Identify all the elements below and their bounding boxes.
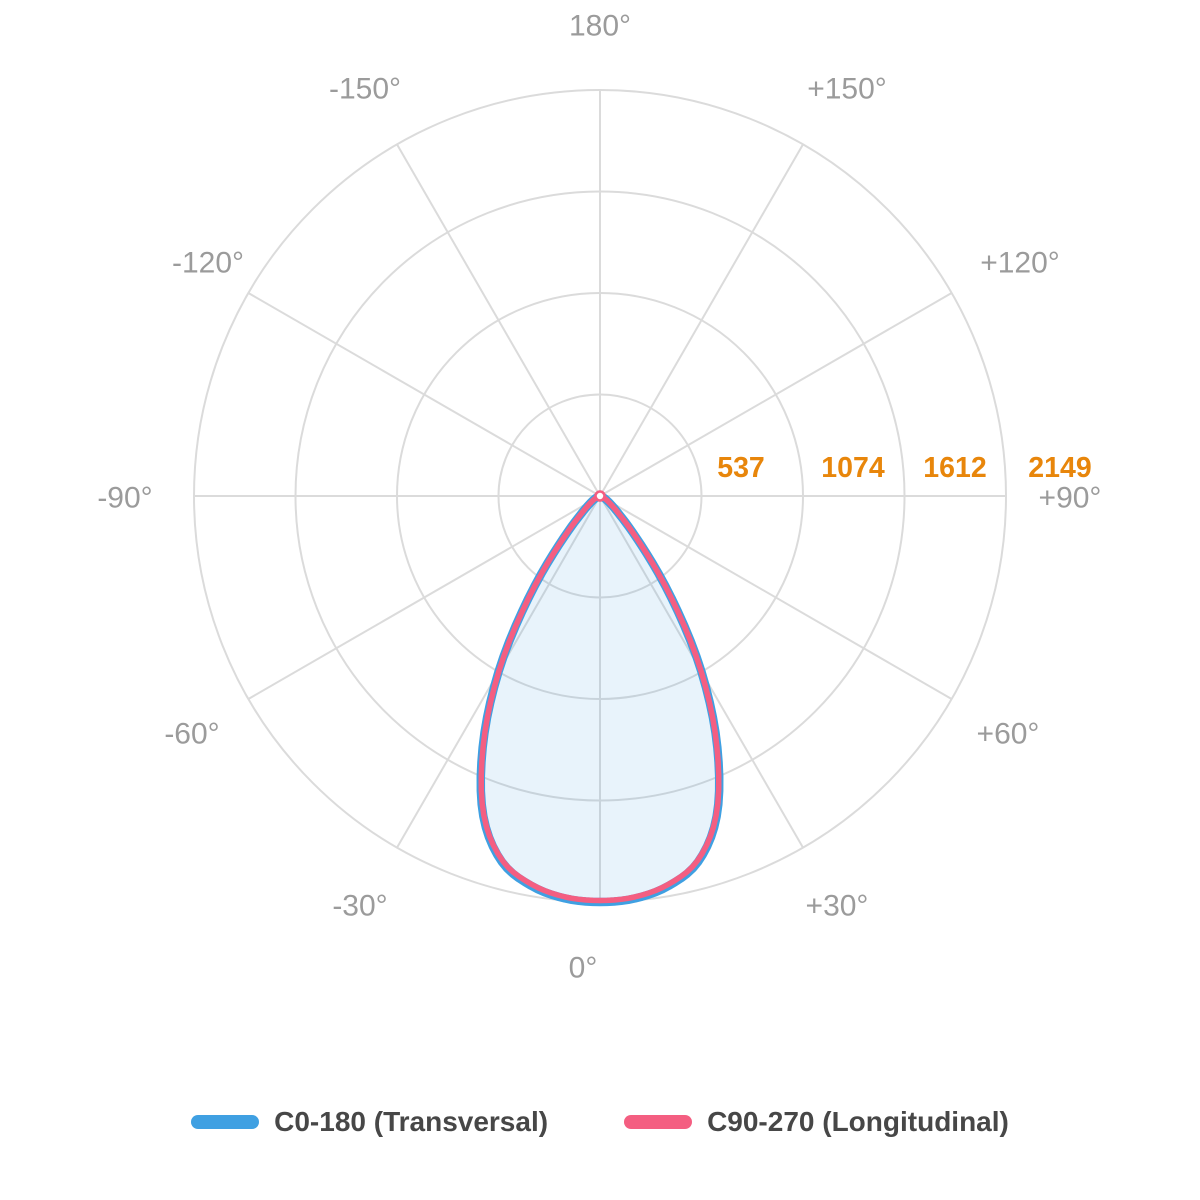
legend-label-c90-270: C90-270 (Longitudinal) xyxy=(707,1106,1009,1137)
angle-label-60: +60° xyxy=(977,718,1040,751)
radial-tick-label: 1612 xyxy=(923,452,986,484)
legend-swatch-c90-270-icon xyxy=(624,1115,693,1129)
grid-spoke xyxy=(396,143,601,497)
grid-spoke xyxy=(599,292,953,497)
angle-label-180: 180° xyxy=(569,10,631,43)
grid-spoke xyxy=(599,495,953,700)
polar-chart: 537 1074 1612 2149 180° -150° +150° -120° +120° -… xyxy=(97,10,1102,985)
angle-label--30: -30° xyxy=(332,890,387,923)
radial-tick-label: 1074 xyxy=(821,452,885,484)
grid-spoke xyxy=(599,143,804,497)
radial-tick-label: 537 xyxy=(717,452,765,484)
angle-label--60: -60° xyxy=(164,718,219,751)
angle-label--120: -120° xyxy=(172,247,244,280)
angle-label-90: +90° xyxy=(1039,482,1102,515)
angle-label-150: +150° xyxy=(807,73,887,106)
angle-label--150: -150° xyxy=(329,73,401,106)
legend-item-c90-270[interactable]: C90-270 (Longitudinal) xyxy=(624,1106,1009,1138)
grid-spoke xyxy=(247,495,601,700)
legend-item-c0-180[interactable]: C0-180 (Transversal) xyxy=(191,1106,548,1138)
legend-label-c0-180: C0-180 (Transversal) xyxy=(274,1106,549,1137)
chart-legend: C0-180 (Transversal) C90-270 (Longitudin… xyxy=(0,1106,1200,1138)
photometric-polar-chart-area: 537 1074 1612 2149 180° -150° +150° -120° +120° -… xyxy=(97,10,1102,985)
curve-peak-marker xyxy=(597,897,603,904)
grid-spoke xyxy=(247,292,601,497)
radial-tick-label: 2149 xyxy=(1028,452,1091,484)
legend-swatch-c0-180-icon xyxy=(191,1115,260,1129)
angle-label-0: 0° xyxy=(569,952,598,985)
angle-label-120: +120° xyxy=(980,247,1060,280)
curve-origin-marker xyxy=(594,490,606,502)
beam-fill xyxy=(480,496,720,902)
angle-label-30: +30° xyxy=(806,890,869,923)
angle-label--90: -90° xyxy=(97,482,152,515)
